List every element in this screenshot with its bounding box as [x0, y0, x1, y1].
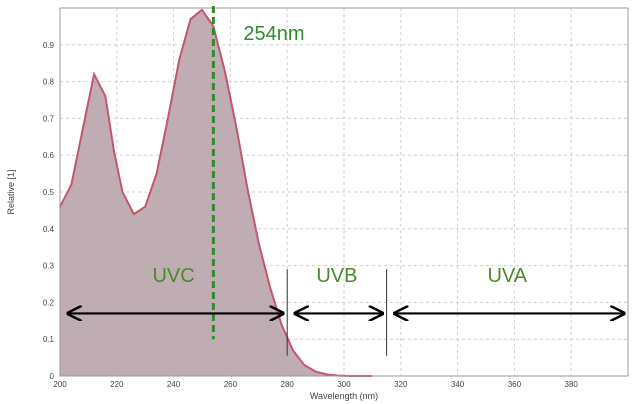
band-label-uvc: UVC — [152, 265, 194, 287]
x-axis-label: Wavelength (nm) — [310, 391, 378, 401]
marker-254nm-label: 254nm — [243, 23, 304, 45]
tick-layer: 200 220 240 260 280 300 320 340 360 380 0.1 0.2 0.3 0… — [43, 41, 579, 389]
annotation-layer: 254nm UVC UVB UVA — [68, 6, 624, 356]
y-tick-label-8: 0.9 — [43, 41, 55, 50]
x-tick-label-7: 340 — [451, 380, 465, 389]
y-tick-label-2: 0.3 — [43, 262, 55, 271]
x-tick-label-2: 240 — [167, 380, 181, 389]
area-layer — [59, 8, 373, 377]
x-tick-label-5: 300 — [337, 380, 351, 389]
x-tick-label-8: 360 — [508, 380, 522, 389]
band-label-uva: UVA — [487, 265, 527, 287]
x-tick-label-0: 200 — [53, 380, 67, 389]
x-tick-label-3: 260 — [224, 380, 238, 389]
plot-frame — [59, 7, 629, 377]
y-tick-label-7: 0.8 — [43, 78, 55, 87]
frame-layer — [59, 7, 629, 377]
x-tick-label-4: 280 — [281, 380, 295, 389]
band-label-uvb: UVB — [316, 265, 357, 287]
y-tick-label-4: 0.5 — [43, 188, 55, 197]
y-axis-label: Relative [1] — [6, 169, 16, 214]
x-tick-label-9: 380 — [565, 380, 579, 389]
spectrum-area — [60, 9, 373, 377]
y-tick-label-3: 0.4 — [43, 225, 55, 234]
y-tick-label-0: 0.1 — [43, 335, 55, 344]
x-tick-label-1: 220 — [110, 380, 124, 389]
y-tick-label-1: 0.2 — [43, 298, 55, 307]
y-tick-label-6: 0.7 — [43, 114, 55, 123]
x-tick-label-6: 320 — [394, 380, 408, 389]
y-tick-label-zero: 0 — [50, 372, 55, 381]
y-tick-label-5: 0.6 — [43, 151, 55, 160]
spectrum-line — [59, 8, 373, 377]
